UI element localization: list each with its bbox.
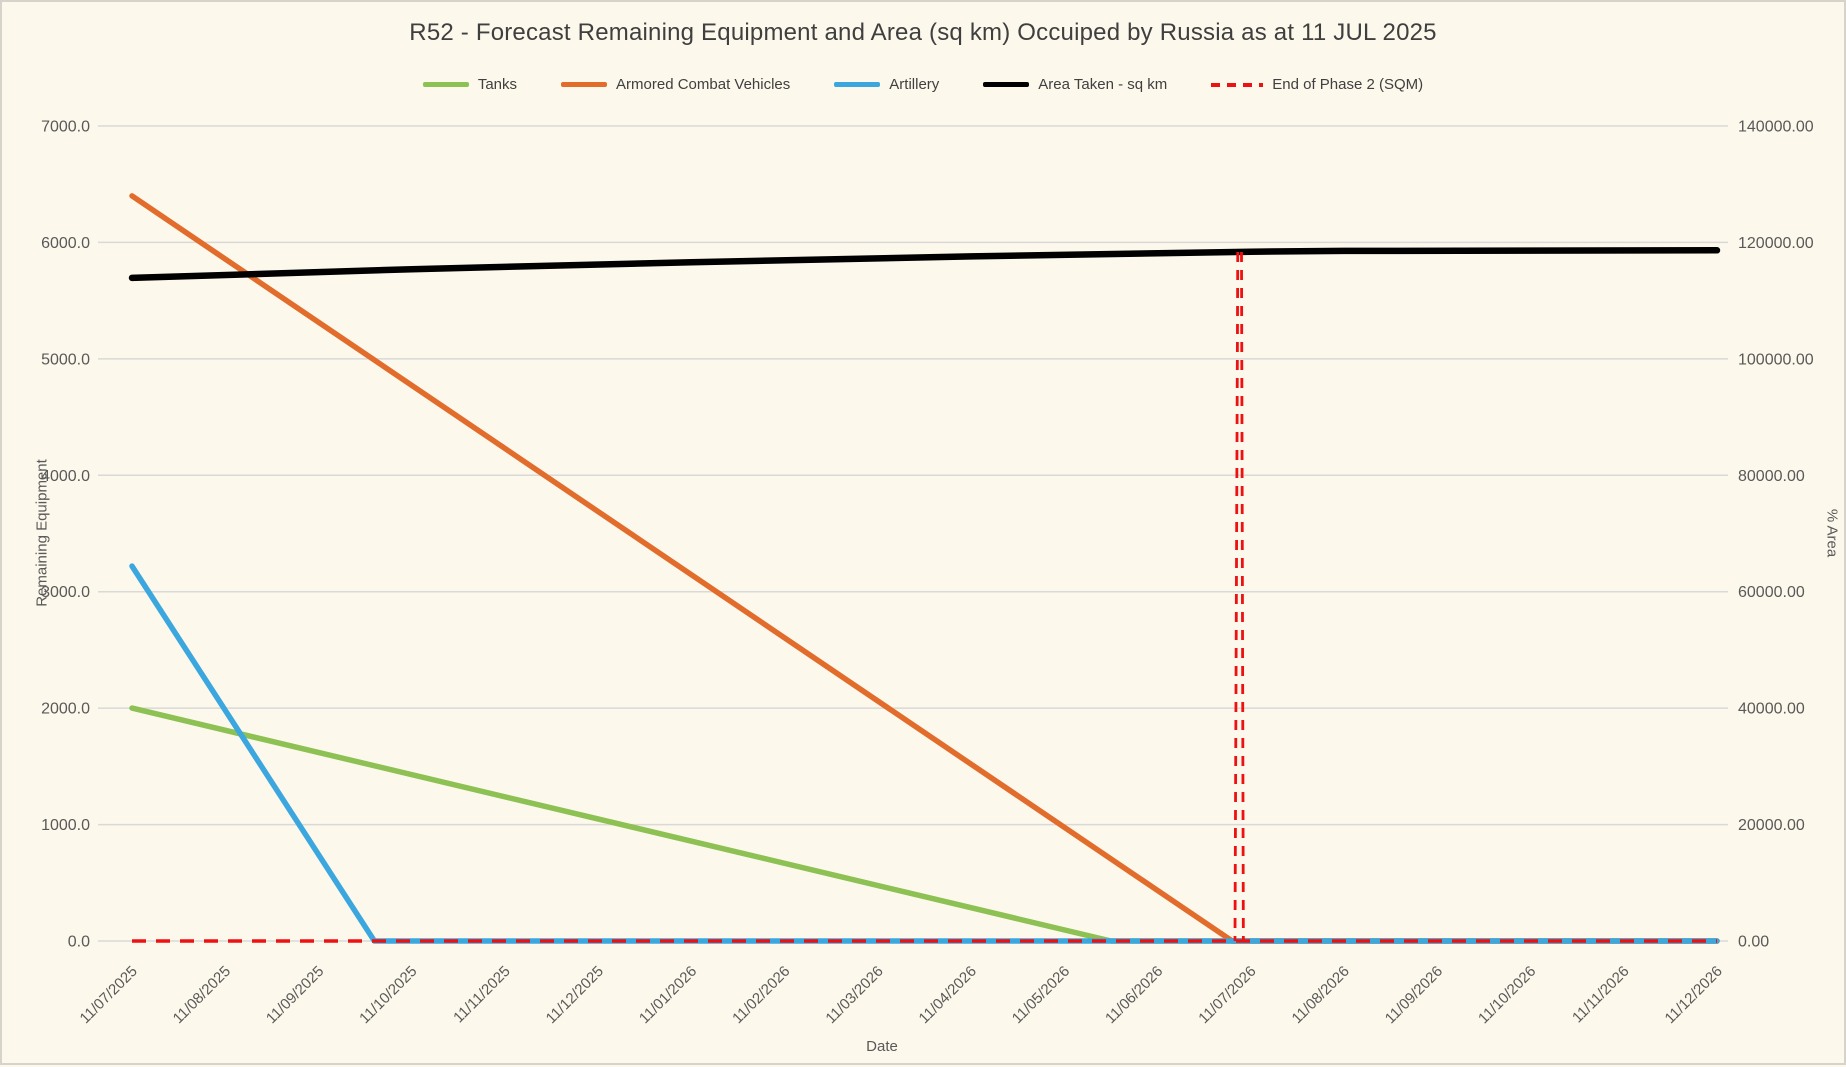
legend-swatch-icon — [983, 82, 1030, 87]
x-tick-label: 11/02/2026 — [729, 963, 793, 1027]
legend-swatch-icon — [422, 82, 469, 87]
legend-label: End of Phase 2 (SQM) — [1272, 76, 1424, 93]
x-tick-label: 11/07/2025 — [77, 963, 141, 1027]
y-left-tick-label: 3000.0 — [41, 584, 90, 601]
y-right-tick-label: 100000.00 — [1738, 351, 1814, 368]
legend-swatch-icon — [561, 82, 608, 87]
y-right-tick-label: 0.00 — [1738, 934, 1769, 951]
x-tick-label: 11/12/2025 — [543, 963, 607, 1027]
x-tick-label: 11/11/2025 — [450, 963, 514, 1027]
legend-item-artillery[interactable]: Artillery — [834, 76, 939, 93]
chart-legend: Tanks Armored Combat Vehicles Artillery Are… — [2, 76, 1844, 93]
series-line-artillery — [129, 563, 1720, 944]
legend-item-area-taken-sq-km[interactable]: Area Taken - sq km — [983, 76, 1167, 93]
y-left-tick-label: 0.0 — [68, 934, 90, 951]
y-left-tick-label: 4000.0 — [41, 468, 90, 485]
x-tick-label: 11/01/2026 — [636, 963, 700, 1027]
x-tick-label: 11/05/2026 — [1009, 963, 1073, 1027]
x-tick-label: 11/12/2026 — [1662, 963, 1726, 1027]
end-of-phase-vertical-line — [1233, 252, 1240, 942]
x-tick-label: 11/03/2026 — [822, 963, 886, 1027]
legend-label: Armored Combat Vehicles — [616, 76, 791, 93]
y-left-tick-label: 7000.0 — [41, 119, 90, 136]
x-tick-label: 11/09/2026 — [1382, 963, 1446, 1027]
x-tick-label: 11/04/2026 — [916, 963, 980, 1027]
y-right-tick-label: 120000.00 — [1738, 235, 1814, 252]
series-line-armored-combat-vehicles — [129, 193, 1720, 944]
y-right-tick-label: 20000.00 — [1738, 817, 1805, 834]
y-right-tick-label: 140000.00 — [1738, 119, 1814, 136]
x-tick-label: 11/10/2025 — [356, 963, 420, 1027]
end-of-phase-vertical-line — [1240, 252, 1245, 942]
y-right-tick-label: 80000.00 — [1738, 468, 1805, 485]
x-tick-label: 11/08/2025 — [170, 963, 234, 1027]
legend-label: Artillery — [889, 76, 940, 93]
x-tick-label: 11/09/2025 — [263, 963, 327, 1027]
y-left-tick-label: 6000.0 — [41, 235, 90, 252]
y-left-tick-label: 1000.0 — [41, 817, 90, 834]
series-line-area-taken-sq-km — [128, 247, 1721, 282]
y-right-tick-label: 60000.00 — [1738, 584, 1805, 601]
x-tick-label: 11/11/2026 — [1569, 963, 1633, 1027]
legend-label: Area Taken - sq km — [1038, 76, 1168, 93]
chart-title: R52 - Forecast Remaining Equipment and A… — [409, 19, 1437, 46]
y-left-tick-label: 2000.0 — [41, 701, 90, 718]
legend-item-armored-combat-vehicles[interactable]: Armored Combat Vehicles — [561, 76, 790, 93]
x-axis-title: Date — [866, 1038, 898, 1055]
x-tick-label: 11/07/2026 — [1195, 963, 1259, 1027]
legend-swatch-icon — [1211, 82, 1264, 87]
legend-label: Tanks — [477, 76, 518, 93]
y-right-tick-label: 40000.00 — [1738, 701, 1805, 718]
legend-item-end-of-phase-2-sqm-[interactable]: End of Phase 2 (SQM) — [1211, 76, 1423, 93]
x-tick-label: 11/06/2026 — [1102, 963, 1166, 1027]
y-left-tick-label: 5000.0 — [41, 351, 90, 368]
legend-item-tanks[interactable]: Tanks — [422, 76, 518, 93]
x-tick-label: 11/08/2026 — [1289, 963, 1353, 1027]
x-tick-label: 11/10/2026 — [1475, 963, 1539, 1027]
legend-swatch-icon — [834, 82, 881, 87]
